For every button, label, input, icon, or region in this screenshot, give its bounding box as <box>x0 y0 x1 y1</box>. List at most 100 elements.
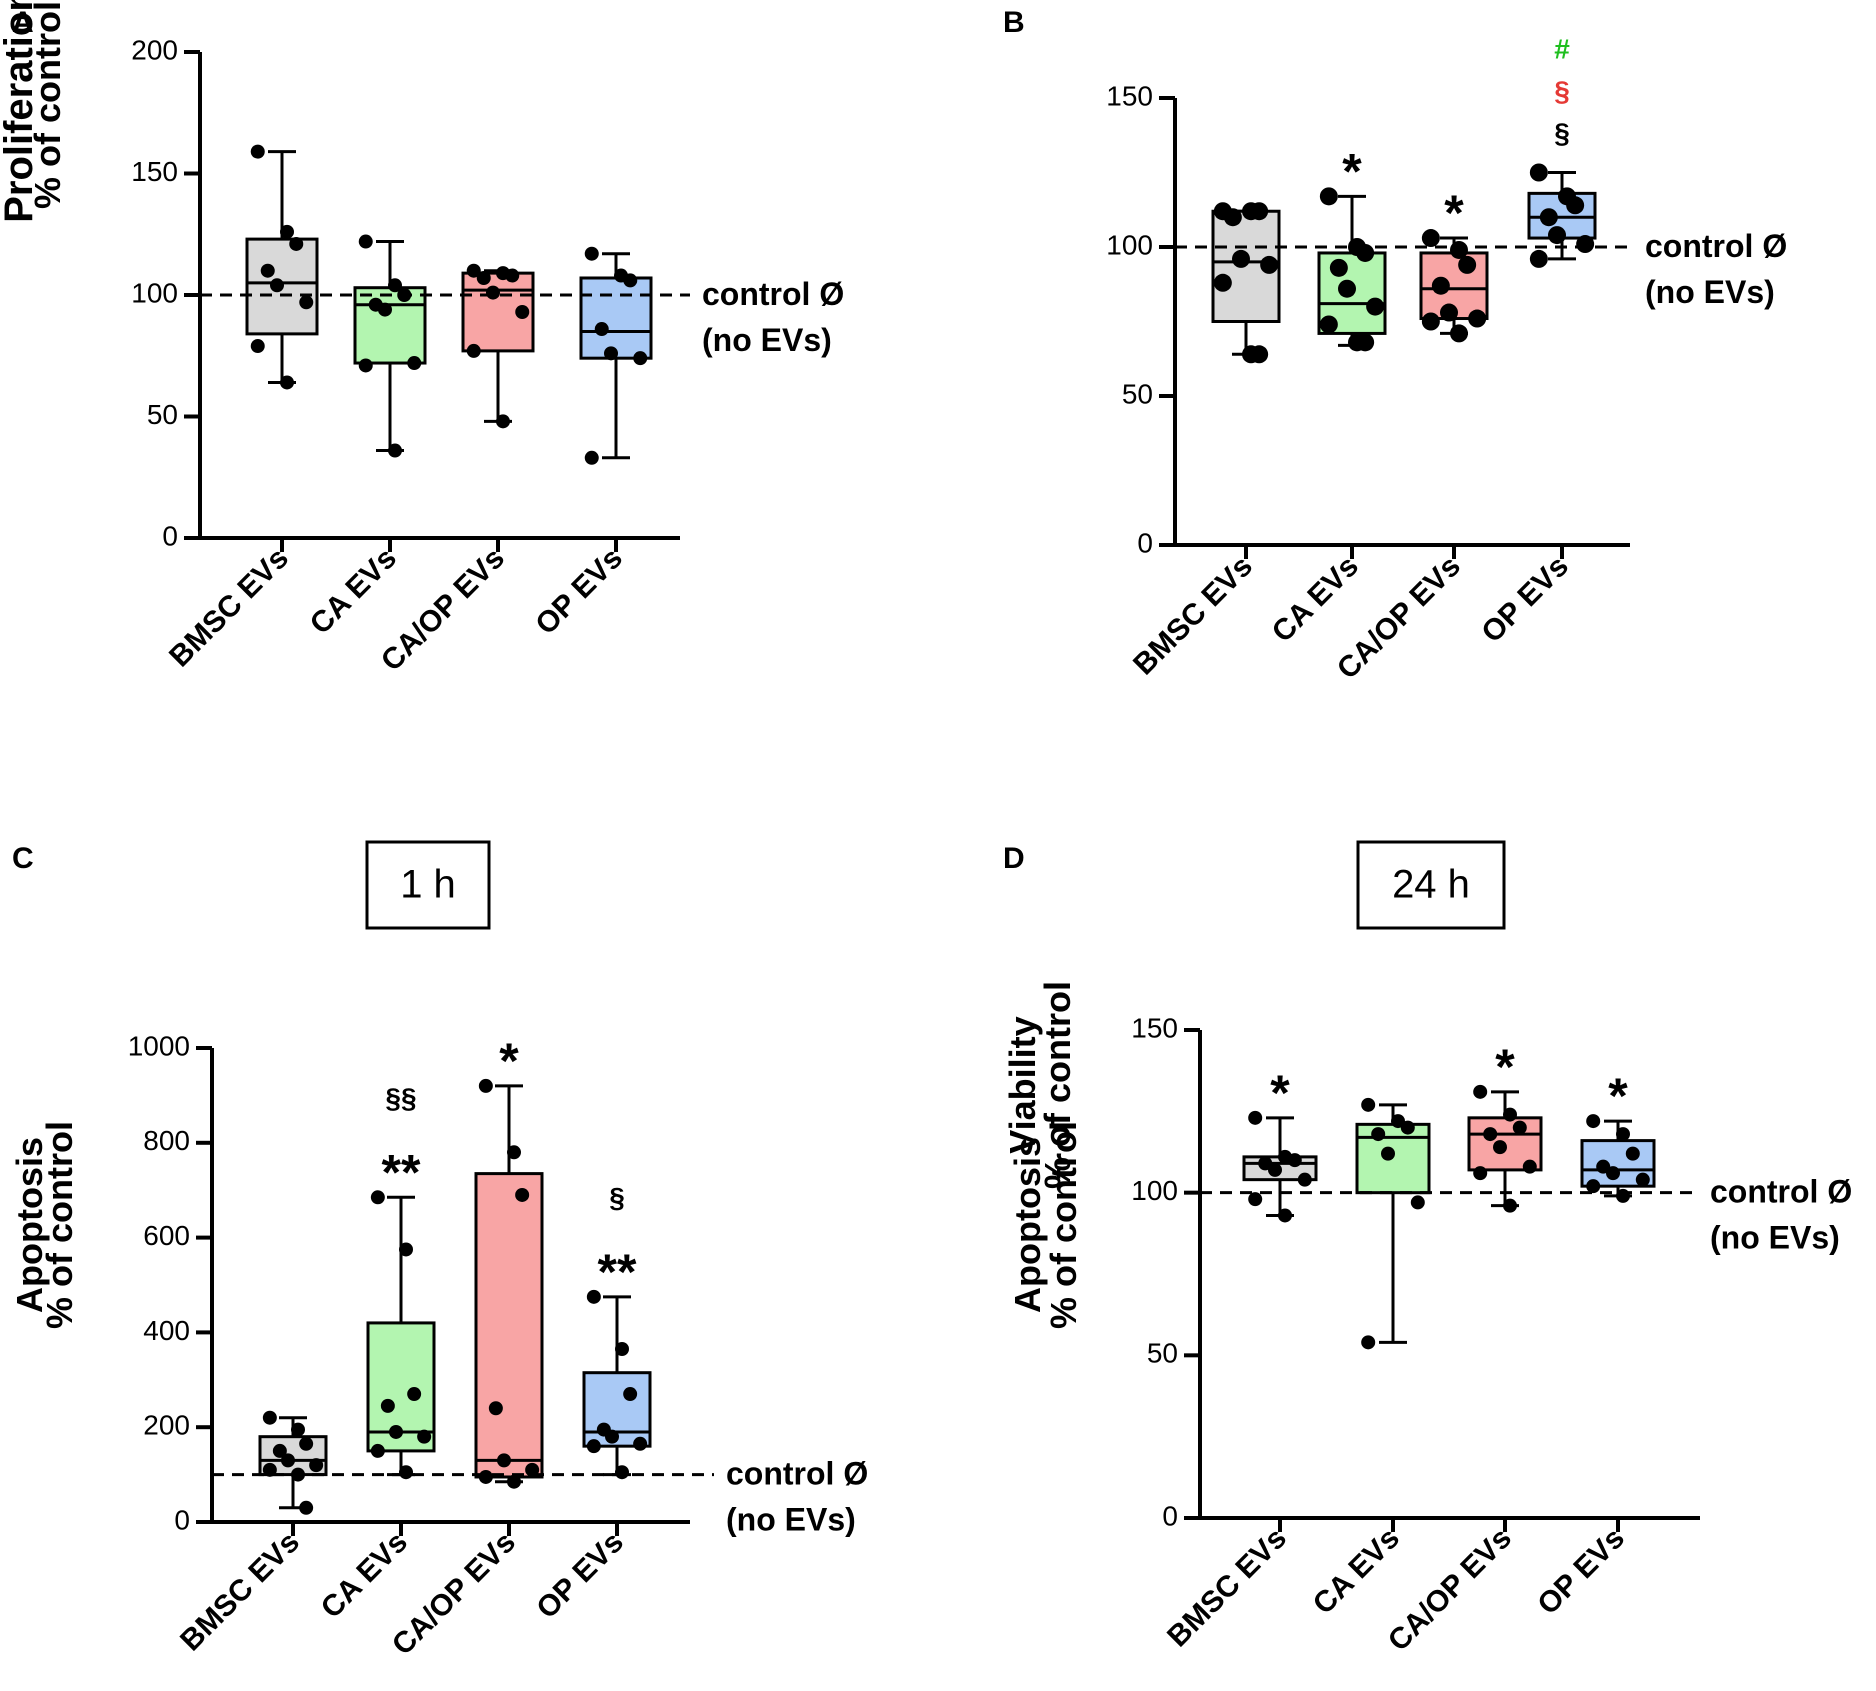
x-tick-label: OP EVs <box>1531 1522 1631 1622</box>
control-label-line1: control Ø <box>1645 228 1787 264</box>
y-axis-title-line1: Apoptosis <box>1007 1137 1048 1313</box>
x-tick-label: BMSC EVs <box>174 1526 306 1658</box>
box-iqr <box>474 1172 544 1479</box>
data-point <box>370 1443 385 1458</box>
data-point <box>505 268 520 283</box>
data-point <box>1503 1198 1517 1213</box>
data-point <box>488 1401 503 1416</box>
data-point <box>1625 1146 1640 1161</box>
data-point <box>272 1443 287 1458</box>
data-point <box>260 263 275 278</box>
data-point <box>515 305 530 320</box>
significance-star: * <box>1608 1068 1628 1124</box>
box-2 <box>353 234 427 458</box>
significance-star: * <box>499 1033 519 1089</box>
significance-star: ** <box>382 1144 421 1200</box>
control-label-line1: control Ø <box>726 1456 868 1492</box>
data-point <box>1400 1120 1415 1135</box>
box-iqr <box>579 276 653 360</box>
data-point <box>515 1187 530 1202</box>
control-label-line1: control Ø <box>1710 1174 1852 1210</box>
y-tick-label: 0 <box>1162 1500 1178 1531</box>
time-label-box <box>1356 840 1506 930</box>
data-point <box>1371 1127 1386 1142</box>
data-point <box>1250 202 1269 221</box>
x-tick-label: BMSC EVs <box>163 542 295 674</box>
y-tick-label: 50 <box>147 399 178 430</box>
box-4 <box>1580 1114 1656 1203</box>
data-point <box>1576 235 1595 254</box>
significance-symbol: §§ <box>385 1082 416 1113</box>
data-point <box>1440 303 1458 322</box>
data-point <box>497 1453 511 1468</box>
data-point <box>623 1387 638 1402</box>
box-4 <box>579 246 653 465</box>
data-point <box>1450 240 1468 259</box>
significance-symbol: § <box>609 1182 625 1213</box>
box-1 <box>1242 1110 1318 1223</box>
data-point <box>289 236 304 251</box>
data-point <box>1278 1208 1292 1223</box>
data-point <box>388 443 402 458</box>
data-point <box>1356 333 1375 352</box>
data-point <box>388 278 402 293</box>
data-point <box>1512 1120 1527 1135</box>
control-label-line2: (no EVs) <box>1645 274 1775 310</box>
y-axis-title-line2: % of control <box>27 1 68 209</box>
data-point <box>1421 229 1440 248</box>
data-point <box>1381 1146 1395 1161</box>
data-point <box>1260 255 1279 274</box>
data-point <box>1539 208 1558 227</box>
panel-letter: A <box>12 6 34 39</box>
y-tick-label: 800 <box>143 1125 190 1156</box>
box-3 <box>474 1078 544 1489</box>
y-tick-label: 150 <box>131 156 178 187</box>
data-point <box>250 339 265 354</box>
y-tick-label: 0 <box>162 520 178 551</box>
x-tick-label: OP EVs <box>1475 550 1575 650</box>
data-point <box>250 144 265 159</box>
y-tick-label: 200 <box>131 34 178 65</box>
y-tick-label: 150 <box>1131 1012 1178 1043</box>
data-point <box>496 414 510 429</box>
x-tick-label: CA EVs <box>1266 550 1365 649</box>
data-point <box>270 278 284 293</box>
data-point <box>299 1436 314 1451</box>
significance-symbol: § <box>1554 76 1570 107</box>
panel-letter: B <box>1003 6 1025 39</box>
data-point <box>1410 1195 1425 1210</box>
y-axis-title-line1: Viability <box>1002 1016 1043 1153</box>
data-point <box>1473 1166 1488 1181</box>
data-point <box>1468 309 1487 328</box>
data-point <box>299 1500 314 1515</box>
data-point <box>586 1439 601 1454</box>
data-point <box>1566 196 1585 215</box>
data-point <box>1248 1192 1263 1207</box>
data-point <box>633 351 648 366</box>
data-point <box>309 1458 324 1473</box>
data-point <box>1421 312 1440 331</box>
box-1 <box>258 1410 328 1515</box>
data-point <box>417 1429 432 1444</box>
significance-symbol: § <box>1554 118 1570 149</box>
y-tick-label: 400 <box>143 1315 190 1346</box>
data-point <box>1503 1107 1517 1122</box>
y-tick-label: 100 <box>1106 229 1153 260</box>
data-point <box>1287 1153 1302 1168</box>
data-point <box>262 1410 277 1425</box>
y-tick-label: 50 <box>1122 378 1153 409</box>
data-point <box>389 1424 403 1439</box>
y-axis-title-line2: % of control <box>39 1121 80 1329</box>
data-point <box>605 1429 619 1444</box>
y-tick-label: 1000 <box>128 1030 190 1061</box>
box-4 <box>582 1289 652 1480</box>
data-point <box>1606 1166 1620 1181</box>
time-label-box <box>365 840 491 930</box>
x-tick-label: CA EVs <box>1307 1522 1406 1621</box>
data-point <box>1319 187 1338 206</box>
data-point <box>358 358 373 373</box>
